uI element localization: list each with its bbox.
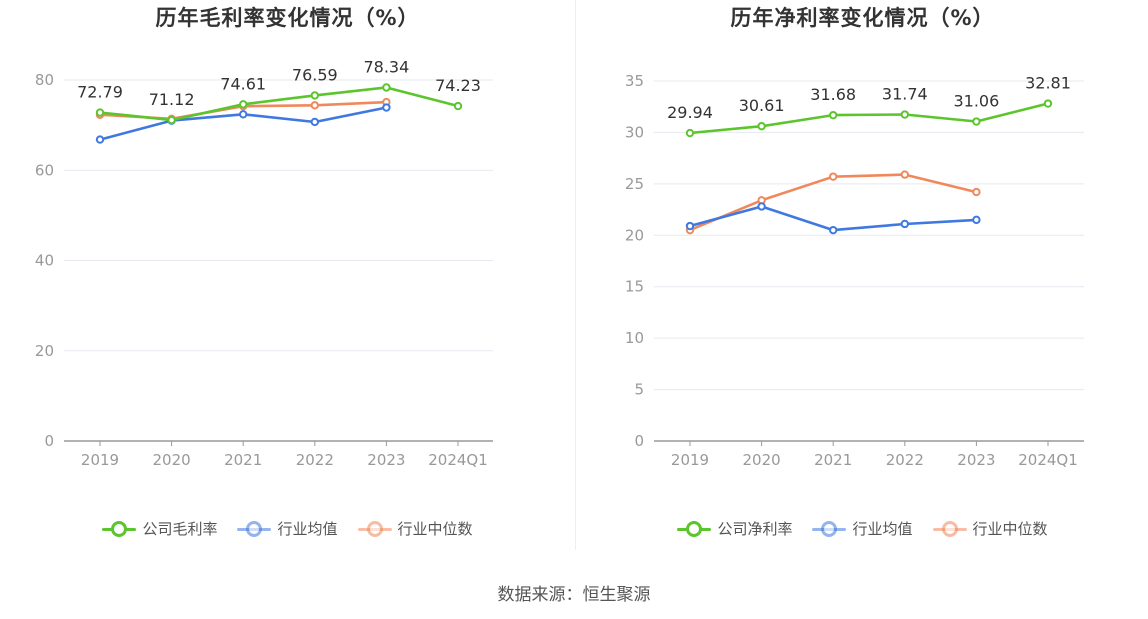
legend-swatch-industry-median-icon (357, 520, 392, 537)
legend-label: 行业均值 (277, 520, 338, 538)
gross-margin-panel: 历年毛利率变化情况（%） 0 20 40 60 80 2019 2020 2021 2022 20… (0, 0, 575, 550)
data-label: 76.59 (292, 65, 338, 84)
x-tick-label: 2022 (886, 451, 924, 469)
data-point (972, 215, 981, 225)
data-point (757, 202, 766, 211)
data-label: 32.81 (1025, 74, 1071, 93)
legend-label: 行业中位数 (397, 520, 473, 538)
gross-margin-chart-title: 历年毛利率变化情况（%） (155, 6, 420, 30)
data-point (972, 117, 981, 126)
data-point (900, 110, 909, 119)
data-label: 71.12 (149, 90, 195, 109)
x-tick-label: 2021 (814, 451, 852, 469)
legend-label: 行业均值 (852, 520, 913, 538)
y-tick-label: 15 (625, 278, 644, 296)
x-tick-label: 2024Q1 (1018, 451, 1078, 469)
y-tick-label: 0 (44, 432, 54, 450)
x-tick-label: 2022 (296, 451, 334, 469)
legend-swatch-industry-avg-icon (237, 520, 272, 537)
data-point (95, 108, 105, 117)
data-point (239, 110, 248, 119)
series-line-0 (689, 102, 1049, 135)
x-tick-label: 2020 (153, 451, 191, 469)
x-tick-label: 2020 (743, 451, 781, 469)
gross-margin-legend: 公司毛利率 行业均值 行业中位数 (0, 518, 575, 539)
data-point (382, 103, 391, 112)
legend-item-industry-avg[interactable]: 行业均值 (237, 518, 338, 539)
x-tick-label: 2023 (367, 451, 405, 469)
y-tick-label: 25 (625, 175, 644, 193)
data-point (310, 101, 319, 110)
data-source-note: 数据来源：恒生聚源 (497, 585, 651, 605)
data-point (829, 110, 838, 120)
y-tick-label: 10 (625, 329, 644, 347)
data-point (685, 128, 695, 138)
x-tick-label: 2019 (81, 451, 119, 469)
y-tick-label: 5 (634, 381, 644, 399)
net-margin-panel: 历年净利率变化情况（%） 0 5 10 15 20 25 30 35 2019 2020 2021 2… (577, 0, 1148, 550)
legend-item-industry-avg[interactable]: 行业均值 (812, 518, 913, 539)
data-point (972, 187, 981, 197)
data-point (757, 121, 766, 131)
x-tick-label: 2023 (957, 451, 995, 469)
y-tick-label: 60 (35, 161, 54, 179)
data-label: 74.23 (435, 76, 481, 95)
data-point (900, 170, 909, 179)
y-tick-label: 30 (625, 123, 644, 141)
data-point (1043, 99, 1053, 108)
data-point (95, 135, 105, 144)
data-point (829, 172, 838, 181)
legend-label: 行业中位数 (972, 520, 1048, 538)
data-point (382, 83, 391, 92)
panel-divider (575, 0, 576, 550)
legend-label: 公司净利率 (717, 520, 793, 538)
data-label: 31.68 (810, 85, 856, 104)
legend-swatch-company-icon (677, 520, 712, 537)
data-point (310, 117, 319, 127)
net-margin-chart-title: 历年净利率变化情况（%） (730, 6, 995, 30)
data-label: 78.34 (363, 57, 409, 76)
data-label: 30.61 (739, 96, 785, 115)
x-tick-label: 2021 (224, 451, 262, 469)
data-label: 31.74 (882, 85, 928, 104)
legend-swatch-company-icon (102, 520, 137, 537)
legend-item-industry-median[interactable]: 行业中位数 (932, 518, 1048, 539)
legend-swatch-industry-avg-icon (812, 520, 847, 537)
data-label: 29.94 (667, 103, 713, 122)
y-tick-label: 20 (35, 342, 54, 360)
legend-label: 公司毛利率 (142, 520, 218, 538)
net-margin-legend: 公司净利率 行业均值 行业中位数 (577, 518, 1148, 539)
data-label: 74.61 (220, 74, 266, 93)
y-tick-label: 20 (625, 226, 644, 244)
data-label: 31.06 (953, 92, 999, 111)
gross-margin-chart: 0 20 40 60 80 2019 2020 2021 2022 2023 2024Q1 72.79… (35, 57, 493, 469)
legend-item-company-net-margin[interactable]: 公司净利率 (677, 518, 792, 539)
x-tick-label: 2019 (671, 451, 709, 469)
data-point (453, 101, 463, 111)
data-point (310, 91, 319, 100)
y-tick-label: 35 (625, 72, 644, 90)
legend-item-industry-median[interactable]: 行业中位数 (357, 518, 473, 539)
net-margin-chart: 0 5 10 15 20 25 30 35 2019 2020 2021 2022 2023 2024Q1… (625, 72, 1084, 469)
data-label: 72.79 (77, 83, 123, 102)
y-tick-label: 0 (634, 432, 644, 450)
y-tick-label: 80 (35, 71, 54, 89)
data-point (900, 219, 909, 229)
data-point (239, 100, 248, 109)
data-point (829, 225, 838, 235)
x-tick-label: 2024Q1 (428, 451, 488, 469)
data-point (685, 221, 695, 231)
legend-swatch-industry-median-icon (932, 520, 967, 537)
legend-item-company-gross-margin[interactable]: 公司毛利率 (102, 518, 217, 539)
series-line-0 (99, 86, 459, 122)
data-point (167, 115, 176, 125)
y-tick-label: 40 (35, 252, 54, 270)
